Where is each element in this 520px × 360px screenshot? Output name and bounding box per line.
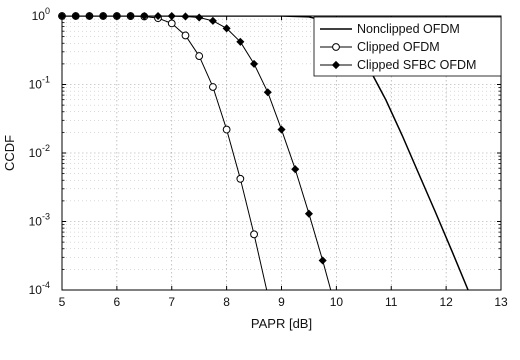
legend: Nonclipped OFDM Clipped OFDM Clipped SFB… bbox=[313, 16, 502, 77]
data-point-clipped-sfbc-ofdm bbox=[291, 165, 300, 174]
legend-marker-clipped bbox=[332, 43, 340, 51]
x-tick-label: 11 bbox=[385, 295, 398, 309]
x-axis-title: PAPR [dB] bbox=[251, 316, 312, 331]
series-line-clipped-sfbc-ofdm bbox=[62, 16, 332, 290]
data-point-clipped-sfbc-ofdm bbox=[236, 37, 245, 46]
x-tick-label: 12 bbox=[439, 295, 453, 309]
data-point-clipped-sfbc-ofdm bbox=[222, 24, 231, 33]
data-point-clipped-ofdm bbox=[195, 52, 204, 60]
x-tick-label: 7 bbox=[168, 295, 175, 309]
legend-label-sfbc: Clipped SFBC OFDM bbox=[357, 58, 476, 72]
axis-layer: 5 6 7 8 9 10 11 12 13 10-4 10-3 10-2 10-1 100 bbox=[29, 6, 508, 309]
data-point-clipped-sfbc-ofdm bbox=[263, 88, 272, 97]
data-point-clipped-ofdm bbox=[250, 230, 258, 239]
data-point-clipped-sfbc-ofdm bbox=[208, 16, 217, 25]
marker-layer bbox=[57, 11, 327, 265]
data-point-clipped-ofdm bbox=[222, 125, 231, 134]
data-point-clipped-sfbc-ofdm bbox=[318, 256, 327, 265]
x-tick-label: 5 bbox=[59, 295, 66, 309]
data-point-clipped-sfbc-ofdm bbox=[277, 125, 286, 134]
y-tick-label: 10-2 bbox=[29, 143, 50, 160]
y-tick-label: 10-3 bbox=[29, 212, 50, 229]
legend-label-nonclipped: Nonclipped OFDM bbox=[357, 22, 460, 36]
data-point-clipped-sfbc-ofdm bbox=[304, 209, 313, 218]
legend-marker-sfbc bbox=[331, 60, 341, 70]
data-point-clipped-sfbc-ofdm bbox=[250, 59, 259, 68]
y-axis-title: CCDF bbox=[2, 135, 17, 171]
data-point-clipped-ofdm bbox=[167, 19, 176, 28]
x-tick-label: 6 bbox=[114, 295, 121, 309]
x-tick-label: 9 bbox=[278, 295, 285, 309]
x-tick-label: 13 bbox=[494, 295, 508, 309]
data-point-clipped-ofdm bbox=[236, 174, 245, 183]
y-tick-label: 10-1 bbox=[29, 75, 50, 92]
legend-label-clipped: Clipped OFDM bbox=[357, 40, 440, 54]
x-tick-label: 8 bbox=[223, 295, 230, 309]
y-tick-label: 100 bbox=[32, 6, 50, 23]
data-point-clipped-ofdm bbox=[181, 31, 190, 40]
y-tick-label: 10-4 bbox=[29, 280, 50, 297]
x-tick-label: 10 bbox=[330, 295, 344, 309]
data-point-clipped-ofdm bbox=[209, 83, 217, 91]
